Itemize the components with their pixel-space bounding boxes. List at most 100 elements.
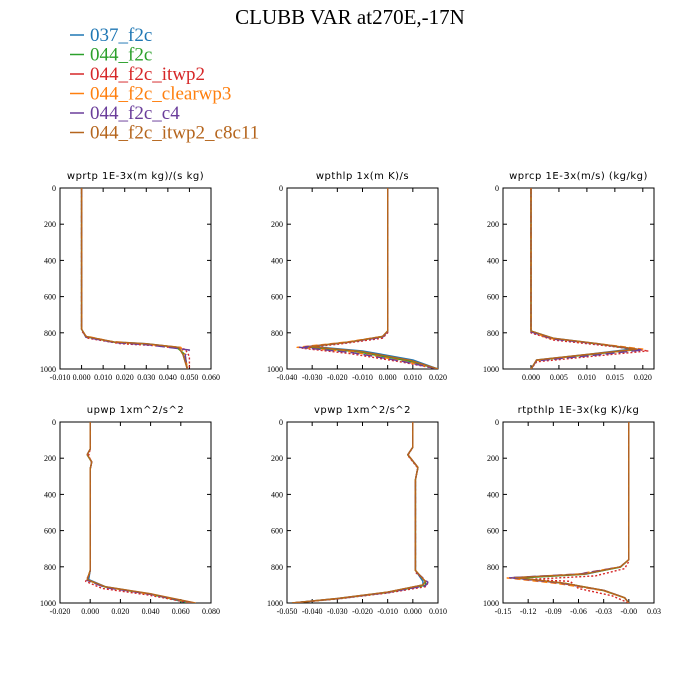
series-line bbox=[291, 422, 424, 603]
series-line bbox=[306, 188, 438, 369]
y-tick-label: 400 bbox=[271, 256, 283, 265]
panel-title: rtpthlp 1E-3x(kg K)/kg bbox=[518, 405, 640, 416]
series-line bbox=[86, 422, 194, 603]
x-tick-label: 0.020 bbox=[111, 607, 129, 616]
panel-title: upwp 1xm^2/s^2 bbox=[87, 405, 184, 416]
x-tick-label: -0.12 bbox=[520, 607, 537, 616]
series-line bbox=[291, 422, 427, 603]
x-tick-label: 0.080 bbox=[202, 607, 220, 616]
x-tick-label: 0.000 bbox=[404, 607, 422, 616]
y-tick-label: 400 bbox=[44, 256, 56, 265]
x-tick-label: 0.000 bbox=[522, 373, 540, 382]
x-tick-label: 0.010 bbox=[94, 373, 112, 382]
y-tick-label: 600 bbox=[44, 527, 56, 536]
plot-frame bbox=[59, 187, 212, 370]
x-tick-label: -0.030 bbox=[302, 373, 323, 382]
x-tick-label: -0.030 bbox=[327, 607, 348, 616]
chart-panel: wprtp 1E-3x(m kg)/(s kg) 0 200 400 600 800 100… bbox=[40, 171, 220, 382]
series-line bbox=[80, 188, 188, 369]
legend-label: 044_f2c_itwp2 bbox=[90, 64, 205, 85]
x-tick-label: 0.020 bbox=[429, 373, 447, 382]
plot-frame bbox=[59, 421, 212, 604]
x-tick-label: 0.020 bbox=[634, 373, 652, 382]
y-tick-label: 400 bbox=[44, 490, 56, 499]
y-tick-label: 0 bbox=[279, 418, 283, 427]
series-line bbox=[80, 188, 191, 369]
y-tick-label: 600 bbox=[487, 527, 499, 536]
x-tick-label: 0.040 bbox=[142, 607, 160, 616]
y-tick-label: 0 bbox=[52, 418, 56, 427]
series-line bbox=[86, 422, 191, 603]
chart-panel: wpthlp 1x(m K)/s02004006008001000-0.040-… bbox=[267, 171, 447, 382]
series-line bbox=[301, 188, 438, 369]
y-tick-label: 800 bbox=[271, 329, 283, 338]
x-tick-label: 0.015 bbox=[606, 373, 624, 382]
series-line bbox=[510, 422, 630, 603]
plot-frame bbox=[502, 187, 655, 370]
series-line bbox=[296, 188, 438, 369]
y-tick-label: 800 bbox=[487, 563, 499, 572]
legend-label: 037_f2c bbox=[90, 25, 152, 46]
y-tick-label: 200 bbox=[44, 454, 56, 463]
x-tick-label: 0.040 bbox=[159, 373, 177, 382]
x-tick-label: 0.000 bbox=[379, 373, 397, 382]
y-tick-label: 200 bbox=[271, 220, 283, 229]
y-tick-label: 1000 bbox=[267, 599, 283, 608]
y-tick-label: 0 bbox=[495, 184, 499, 193]
y-tick-label: 0 bbox=[495, 418, 499, 427]
series-line bbox=[80, 188, 188, 369]
x-tick-label: -0.050 bbox=[277, 607, 298, 616]
series-line bbox=[86, 422, 195, 603]
x-tick-label: -0.020 bbox=[352, 607, 373, 616]
series-line bbox=[86, 422, 197, 603]
chart-panel: vpwp 1xm^2/s^2 0 200 400 600 800 1000-0.050 -0.… bbox=[267, 405, 447, 616]
chart-panel: rtpthlp 1E-3x(kg K)/kg02004006008001000-… bbox=[483, 405, 661, 616]
legend-label: 044_f2c_itwp2_c8c11 bbox=[90, 123, 259, 144]
series-line bbox=[86, 422, 189, 603]
figure-title: CLUBB VAR at270E,-17N bbox=[235, 5, 465, 29]
x-tick-label: -0.010 bbox=[352, 373, 373, 382]
x-tick-label: -0.00 bbox=[620, 607, 637, 616]
legend-label: 044_f2c_clearwp3 bbox=[90, 84, 231, 105]
series-line bbox=[80, 188, 188, 369]
y-tick-label: 1000 bbox=[40, 599, 56, 608]
y-tick-label: 200 bbox=[44, 220, 56, 229]
legend: 037_f2c044_f2c044_f2c_itwp2044_f2c_clear… bbox=[70, 25, 259, 144]
series-line bbox=[291, 422, 427, 603]
x-tick-label: 0.060 bbox=[202, 373, 220, 382]
x-tick-label: 0.010 bbox=[429, 607, 447, 616]
series-line bbox=[308, 188, 438, 369]
series-line bbox=[530, 188, 638, 369]
x-tick-label: -0.040 bbox=[277, 373, 298, 382]
chart-panel: upwp 1xm^2/s^2 0 200 400 600 800 1000-0.020 0.0… bbox=[40, 405, 220, 616]
y-tick-label: 600 bbox=[271, 293, 283, 302]
series-line bbox=[80, 188, 188, 369]
x-tick-label: 0.050 bbox=[180, 373, 198, 382]
x-tick-label: -0.09 bbox=[545, 607, 562, 616]
y-tick-label: 400 bbox=[271, 490, 283, 499]
y-tick-label: 800 bbox=[271, 563, 283, 572]
plot-frame bbox=[502, 421, 655, 604]
y-tick-label: 0 bbox=[52, 184, 56, 193]
y-tick-label: 1000 bbox=[483, 365, 499, 374]
series-line bbox=[291, 422, 429, 603]
x-tick-label: -0.15 bbox=[495, 607, 512, 616]
x-tick-label: -0.020 bbox=[50, 607, 71, 616]
series-line bbox=[298, 188, 438, 369]
panel-title: wprtp 1E-3x(m kg)/(s kg) bbox=[67, 171, 204, 182]
y-tick-label: 800 bbox=[487, 329, 499, 338]
series-line bbox=[84, 422, 192, 603]
x-tick-label: 0.010 bbox=[578, 373, 596, 382]
y-tick-label: 200 bbox=[487, 220, 499, 229]
x-tick-label: -0.010 bbox=[50, 373, 71, 382]
y-tick-label: 400 bbox=[487, 256, 499, 265]
x-tick-label: 0.03 bbox=[647, 607, 661, 616]
y-tick-label: 600 bbox=[487, 293, 499, 302]
series-line bbox=[80, 188, 191, 369]
y-tick-label: 800 bbox=[44, 563, 56, 572]
y-tick-label: 800 bbox=[44, 329, 56, 338]
x-tick-label: 0.030 bbox=[137, 373, 155, 382]
x-tick-label: 0.060 bbox=[172, 607, 190, 616]
y-tick-label: 200 bbox=[271, 454, 283, 463]
